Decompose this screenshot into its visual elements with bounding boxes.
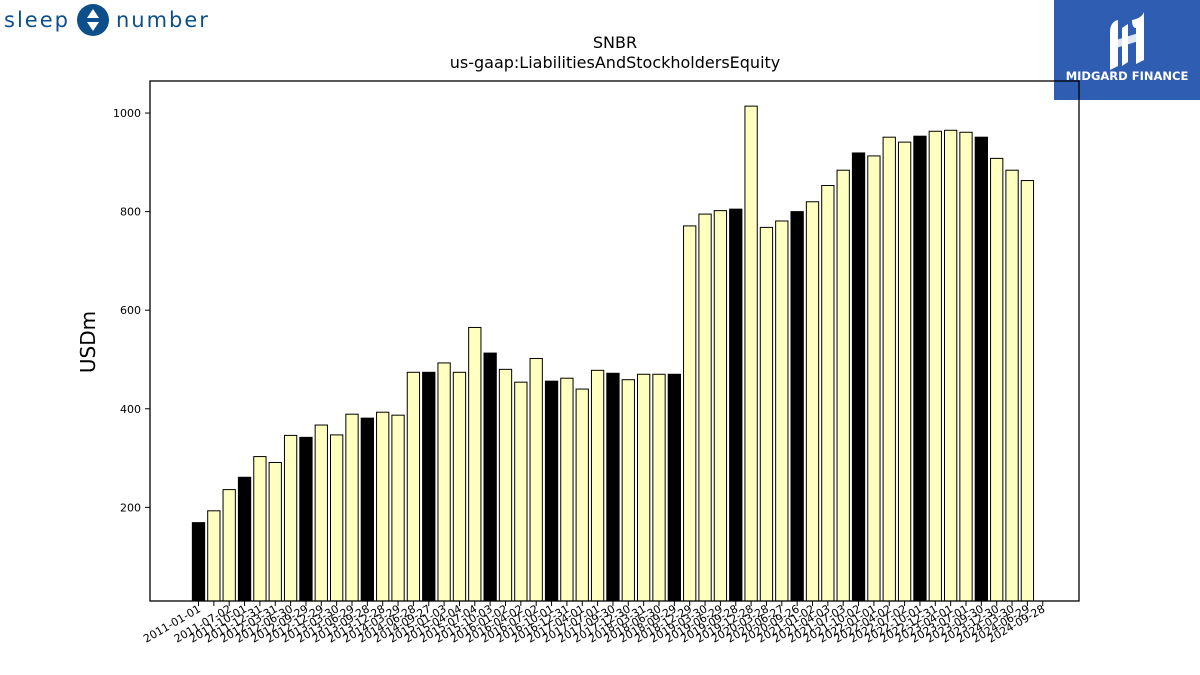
sleep-number-arrows-icon <box>76 4 109 36</box>
brand-word-number: number <box>115 8 210 32</box>
bar-2011-07-02 <box>222 489 236 602</box>
bar-2013-03-30 <box>330 434 344 602</box>
plot-frame <box>149 80 1080 602</box>
bar-2013-06-29 <box>345 413 359 602</box>
bar-2015-07-04 <box>468 326 482 602</box>
bar-2022-10-01 <box>913 135 927 602</box>
bar-2021-10-02 <box>851 152 866 602</box>
bar-2023-09-30 <box>974 136 989 602</box>
x-axis: 2011-01-012011-07-022011-10-012011-12-31… <box>141 601 1047 646</box>
bar-2019-03-30 <box>698 213 712 602</box>
bar-2020-09-26 <box>790 211 804 602</box>
bar-2012-12-29 <box>314 424 328 602</box>
y-tick-label: 600 <box>120 304 141 317</box>
y-tick-label: 400 <box>120 403 141 416</box>
bar-2018-06-30 <box>652 373 666 602</box>
midgard-finance-label: MIDGARD FINANCE <box>1065 69 1189 83</box>
bar-2020-03-28 <box>759 226 774 602</box>
bar-2017-04-01 <box>575 388 589 602</box>
bar-2023-12-30 <box>990 157 1004 602</box>
bar-2016-10-01 <box>544 380 559 602</box>
sleep-number-logo: sleep number <box>4 2 210 38</box>
bar-2024-03-30 <box>1005 169 1019 602</box>
bar-2011-04-02 <box>207 510 221 602</box>
chart-subtitle: us-gaap:LiabilitiesAndStockholdersEquity <box>450 53 781 72</box>
bar-2016-12-31 <box>560 377 574 602</box>
bar-2014-06-28 <box>406 371 421 602</box>
bar-2017-07-01 <box>590 369 605 602</box>
bar-2014-03-29 <box>391 414 405 602</box>
bar-2019-12-28 <box>744 105 758 602</box>
y-axis: 200 400 600 800 1000 <box>113 107 150 514</box>
bar-2019-09-28 <box>729 208 743 602</box>
midgard-finance-logo: MIDGARD FINANCE <box>1054 0 1200 100</box>
bar-2015-10-03 <box>483 352 497 602</box>
bar-2021-07-03 <box>836 169 850 602</box>
bar-2022-04-02 <box>882 136 896 602</box>
bar-2017-12-30 <box>621 379 635 602</box>
bar-2013-12-28 <box>376 411 390 602</box>
bar-2012-03-31 <box>268 462 282 602</box>
midgard-logo-icon <box>1110 12 1144 70</box>
bar-2011-10-01 <box>237 476 252 602</box>
bar-2022-12-31 <box>928 130 942 602</box>
bar-2023-07-01 <box>959 131 973 602</box>
bar-2013-09-28 <box>360 417 375 602</box>
bar-2014-09-27 <box>422 371 436 602</box>
y-axis-label: USDm <box>76 311 100 373</box>
bar-2016-04-02 <box>514 381 528 602</box>
bar-2023-04-01 <box>944 129 958 602</box>
bar-2016-01-02 <box>498 368 513 602</box>
bar-2022-07-02 <box>897 141 912 602</box>
bar-2018-12-29 <box>683 225 697 602</box>
bar-2020-06-27 <box>775 220 789 602</box>
bar-2018-09-29 <box>667 373 682 602</box>
bar-2015-01-03 <box>437 362 451 602</box>
bar-2011-01-01 <box>191 522 206 602</box>
y-tick-label: 1000 <box>113 107 141 120</box>
brand-word-sleep: sleep <box>4 8 70 32</box>
bar-2012-09-29 <box>299 436 313 602</box>
y-tick-label: 800 <box>120 206 141 219</box>
bar-2024-06-29 <box>1020 180 1035 602</box>
bar-2012-06-30 <box>283 434 298 602</box>
bar-2018-03-31 <box>637 373 651 602</box>
bar-2021-04-03 <box>821 184 835 602</box>
chart-title: SNBR <box>593 33 637 52</box>
bar-2021-01-02 <box>805 201 820 602</box>
bar-2022-01-01 <box>867 155 881 602</box>
bar-series <box>191 105 1035 602</box>
bar-2016-07-02 <box>529 358 543 602</box>
bar-2011-12-31 <box>253 456 267 602</box>
y-tick-label: 200 <box>120 501 141 514</box>
bar-2015-04-04 <box>452 371 467 602</box>
bar-2017-09-30 <box>606 372 620 602</box>
bar-2019-06-29 <box>713 210 728 602</box>
